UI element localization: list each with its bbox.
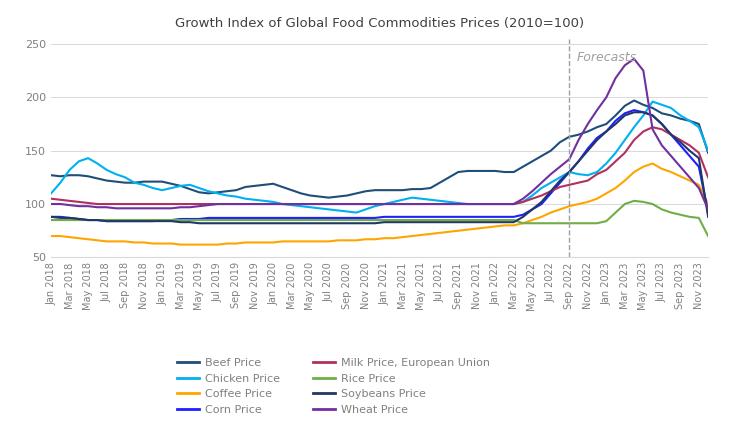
Coffee Price [704,202,712,207]
Corn Price [500,214,509,219]
Beef Price [269,181,277,186]
Coffee Price [426,231,435,236]
Chicken Price [666,106,675,111]
Milk Price, European Union [648,124,657,130]
Rice Price [463,218,472,223]
Coffee Price [47,233,55,239]
Beef Price [426,185,435,190]
Rice Price [139,218,148,223]
Soybeans Price [195,221,204,226]
Line: Corn Price: Corn Price [51,110,708,221]
Milk Price, European Union [278,202,287,207]
Rice Price [417,218,426,223]
Milk Price, European Union [472,202,481,207]
Chicken Price [47,191,55,196]
Corn Price [704,210,712,215]
Beef Price [630,98,639,103]
Soybeans Price [500,220,509,225]
Milk Price, European Union [93,202,101,207]
Line: Beef Price: Beef Price [51,100,708,198]
Coffee Price [139,240,148,245]
Chicken Price [704,148,712,153]
Rice Price [204,218,212,223]
Milk Price, European Union [47,196,55,201]
Text: Forecasts: Forecasts [577,51,637,64]
Chicken Price [269,199,277,205]
Corn Price [278,215,287,221]
Soybeans Price [278,221,287,226]
Milk Price, European Union [666,132,675,137]
Wheat Price [463,202,472,207]
Rice Price [269,218,277,223]
Corn Price [148,218,157,224]
Corn Price [47,214,55,219]
Corn Price [666,132,675,137]
Beef Price [139,179,148,184]
Wheat Price [139,206,148,211]
Beef Price [324,195,333,200]
Chicken Price [352,210,361,215]
Beef Price [472,168,481,173]
Coffee Price [666,169,675,175]
Soybeans Price [426,220,435,225]
Corn Price [630,108,639,113]
Beef Price [666,113,675,118]
Soybeans Price [472,220,481,225]
Coffee Price [176,242,185,247]
Chicken Price [648,99,657,104]
Corn Price [102,218,111,224]
Rice Price [491,218,499,223]
Soybeans Price [47,214,55,219]
Coffee Price [500,223,509,228]
Soybeans Price [666,132,675,137]
Beef Price [500,169,509,175]
Chicken Price [139,182,148,187]
Soybeans Price [139,218,148,224]
Rice Price [704,233,712,239]
Line: Soybeans Price: Soybeans Price [51,112,708,223]
Coffee Price [278,239,287,244]
Chicken Price [500,202,509,207]
Beef Price [47,172,55,178]
Beef Price [704,150,712,155]
Coffee Price [472,226,481,231]
Rice Price [630,198,639,203]
Milk Price, European Union [704,175,712,180]
Rice Price [47,218,55,223]
Wheat Price [704,207,712,212]
Corn Price [426,214,435,219]
Line: Chicken Price: Chicken Price [51,102,708,213]
Wheat Price [269,202,277,207]
Milk Price, European Union [500,202,509,207]
Line: Coffee Price: Coffee Price [51,163,708,245]
Line: Rice Price: Rice Price [51,201,708,236]
Title: Growth Index of Global Food Commodities Prices (2010=100): Growth Index of Global Food Commodities … [175,18,584,30]
Legend: Beef Price, Chicken Price, Coffee Price, Corn Price, Milk Price, European Union,: Beef Price, Chicken Price, Coffee Price,… [174,355,493,418]
Soybeans Price [630,110,639,115]
Line: Wheat Price: Wheat Price [51,59,708,209]
Wheat Price [491,202,499,207]
Wheat Price [630,56,639,61]
Chicken Price [472,202,481,207]
Milk Price, European Union [426,202,435,207]
Line: Milk Price, European Union: Milk Price, European Union [51,127,708,204]
Chicken Price [426,197,435,202]
Coffee Price [648,161,657,166]
Corn Price [472,214,481,219]
Soybeans Price [704,214,712,219]
Wheat Price [204,202,212,208]
Wheat Price [417,202,426,207]
Wheat Price [47,202,55,207]
Milk Price, European Union [148,202,157,207]
